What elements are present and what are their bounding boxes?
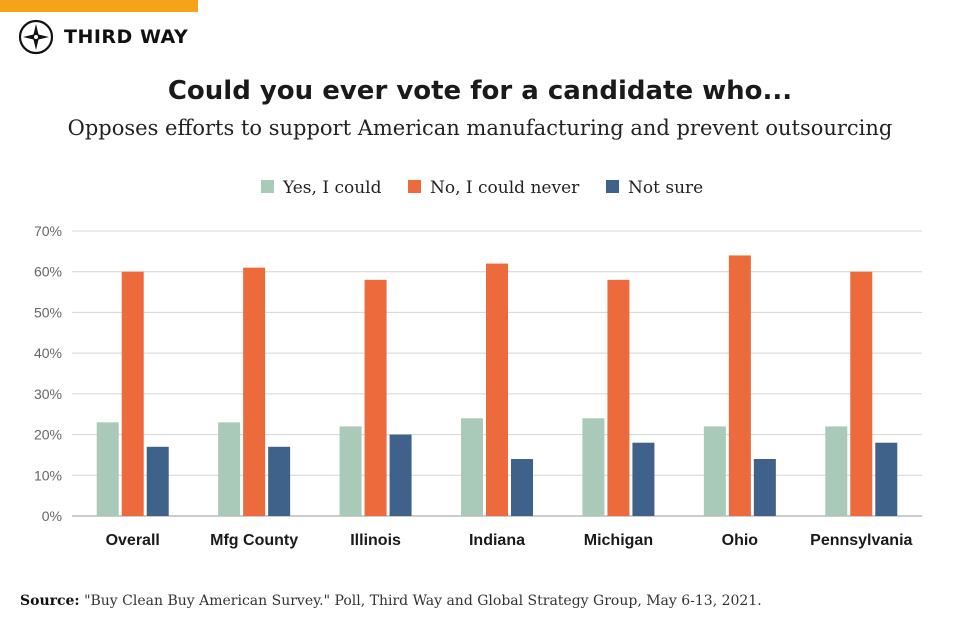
- bar: [607, 279, 630, 516]
- accent-bar: [0, 0, 198, 12]
- legend-swatch: [408, 180, 421, 193]
- y-tick-label: 20%: [34, 427, 62, 443]
- bar: [582, 418, 605, 516]
- bar: [728, 255, 751, 516]
- x-tick-label: Pennsylvania: [810, 532, 912, 549]
- brand-logo[interactable]: THIRD WAY: [18, 18, 188, 56]
- bar: [753, 459, 776, 516]
- source-text: "Buy Clean Buy American Survey." Poll, T…: [84, 593, 762, 609]
- bar: [339, 426, 362, 516]
- source-note: Source: "Buy Clean Buy American Survey."…: [20, 593, 762, 609]
- bar: [121, 271, 144, 516]
- legend-label: Not sure: [628, 178, 703, 198]
- bar: [364, 279, 387, 516]
- chart-subtitle: Opposes efforts to support American manu…: [67, 116, 893, 140]
- bar: [243, 267, 266, 516]
- x-tick-label: Michigan: [584, 532, 653, 549]
- y-tick-label: 70%: [34, 223, 62, 239]
- y-tick-label: 50%: [34, 304, 62, 320]
- bar: [461, 418, 483, 516]
- y-tick-label: 60%: [34, 264, 62, 280]
- legend-label: Yes, I could: [282, 178, 382, 198]
- x-tick-label: Mfg County: [210, 532, 298, 549]
- y-tick-label: 10%: [34, 467, 62, 483]
- bar: [850, 271, 873, 516]
- chart-title: Could you ever vote for a candidate who.…: [167, 76, 793, 106]
- bar: [875, 442, 898, 516]
- compass-icon: [18, 19, 54, 55]
- bar: [218, 422, 241, 516]
- bar-chart: 0% 10% 20% 30% 40% 50% 60% 70% Yes, I could No, I…: [34, 178, 922, 549]
- y-tick-label: 40%: [34, 345, 62, 361]
- bar: [632, 442, 655, 516]
- legend-label: No, I could never: [430, 178, 580, 198]
- legend-swatch: [606, 180, 619, 193]
- x-tick-label: Overall: [106, 532, 160, 549]
- bar: [146, 446, 169, 516]
- bar: [703, 426, 726, 516]
- y-tick-label: 0%: [42, 508, 62, 524]
- bar: [486, 263, 508, 516]
- bar: [268, 446, 291, 516]
- brand-name: THIRD WAY: [64, 26, 189, 48]
- y-tick-label: 30%: [34, 386, 62, 402]
- x-tick-label: Indiana: [469, 532, 525, 549]
- bar: [96, 422, 119, 516]
- source-label: Source:: [20, 593, 80, 609]
- legend-swatch: [261, 180, 274, 193]
- bar: [389, 434, 412, 516]
- x-tick-label: Ohio: [722, 532, 759, 549]
- bar: [511, 459, 533, 516]
- x-tick-label: Illinois: [350, 532, 401, 549]
- bar: [825, 426, 848, 516]
